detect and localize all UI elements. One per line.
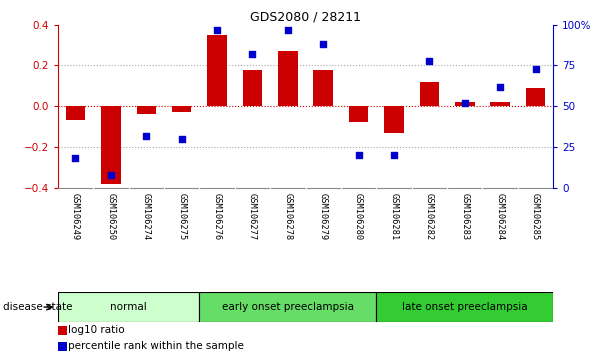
Point — [424, 58, 434, 63]
Text: GSM106280: GSM106280 — [354, 193, 363, 240]
Point — [283, 27, 292, 33]
Point — [71, 155, 80, 161]
Text: GSM106281: GSM106281 — [390, 193, 398, 240]
Text: early onset preeclampsia: early onset preeclampsia — [222, 302, 354, 312]
Bar — [278, 51, 297, 106]
Text: late onset preeclampsia: late onset preeclampsia — [402, 302, 528, 312]
Text: GSM106274: GSM106274 — [142, 193, 151, 240]
Point — [319, 41, 328, 47]
Text: GSM106282: GSM106282 — [425, 193, 434, 240]
Text: percentile rank within the sample: percentile rank within the sample — [68, 341, 244, 352]
Bar — [376, 292, 553, 322]
Text: GSM106278: GSM106278 — [283, 193, 292, 240]
Bar — [420, 82, 439, 106]
Bar — [384, 106, 404, 133]
Point — [177, 136, 187, 142]
Point — [142, 133, 151, 138]
Bar — [314, 69, 333, 106]
Bar — [137, 106, 156, 114]
Bar — [491, 102, 510, 106]
Bar — [172, 106, 192, 112]
Text: GSM106285: GSM106285 — [531, 193, 540, 240]
Text: GSM106250: GSM106250 — [106, 193, 116, 240]
Text: normal: normal — [110, 302, 147, 312]
Point — [389, 152, 399, 158]
Bar — [455, 102, 474, 106]
Bar — [58, 326, 67, 335]
Text: GSM106275: GSM106275 — [177, 193, 186, 240]
Bar — [66, 106, 85, 120]
Bar — [526, 88, 545, 106]
Point — [531, 66, 541, 72]
Point — [354, 152, 364, 158]
Bar — [58, 292, 199, 322]
Point — [212, 27, 222, 33]
Bar — [349, 106, 368, 122]
Point — [496, 84, 505, 90]
Text: GSM106279: GSM106279 — [319, 193, 328, 240]
Point — [247, 51, 257, 57]
Text: disease state: disease state — [3, 302, 72, 312]
Text: GSM106284: GSM106284 — [496, 193, 505, 240]
Title: GDS2080 / 28211: GDS2080 / 28211 — [250, 11, 361, 24]
Text: GSM106249: GSM106249 — [71, 193, 80, 240]
Text: GSM106283: GSM106283 — [460, 193, 469, 240]
Text: GSM106276: GSM106276 — [213, 193, 221, 240]
Bar — [243, 69, 262, 106]
Bar — [207, 35, 227, 106]
Text: log10 ratio: log10 ratio — [68, 325, 125, 336]
Text: GSM106277: GSM106277 — [248, 193, 257, 240]
Point — [460, 100, 469, 106]
Point — [106, 172, 116, 177]
Bar — [101, 106, 120, 183]
Bar — [58, 342, 67, 351]
Bar — [199, 292, 376, 322]
